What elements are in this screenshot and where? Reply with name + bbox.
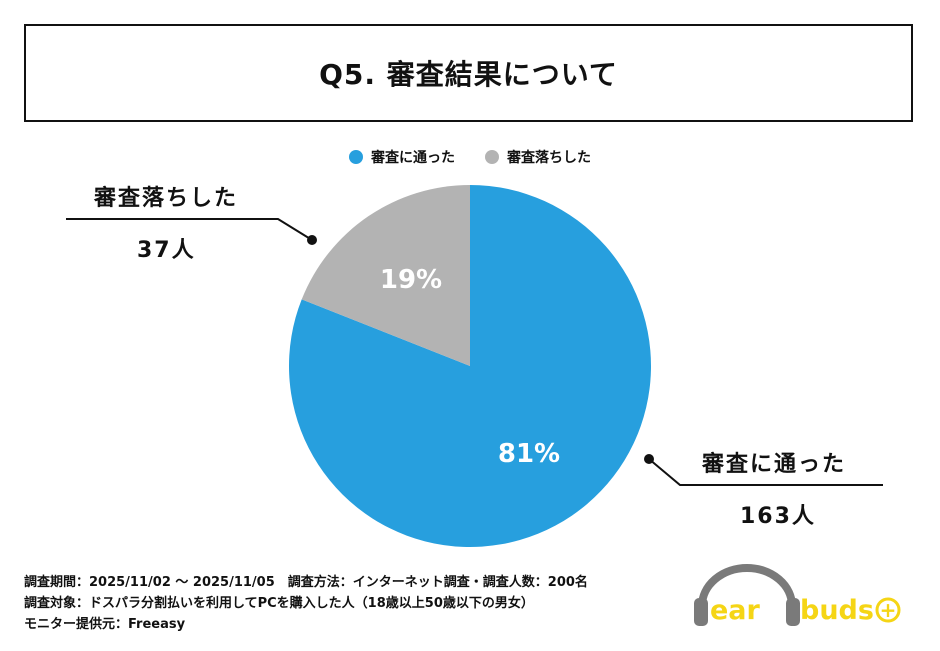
callout-label-failed: 審査落ちした [94,186,239,211]
legend-dot-failed [485,150,499,164]
callout-count-failed: 37人 [137,238,196,263]
callout-count-passed: 163人 [740,504,816,529]
callout-dot-failed [307,235,317,245]
title-box: Q5. 審査結果について [24,24,913,122]
logo-text-left: ear [710,595,761,626]
legend-label-failed: 審査落ちした [507,150,591,166]
logo-plus: + [880,598,897,622]
legend-dot-passed [349,150,363,164]
pie-slice-failed [301,185,470,366]
logo-text-right: buds [800,595,874,626]
pie-label-failed: 19% [380,265,442,295]
pie-label-passed: 81% [498,439,560,469]
callout-dot-passed [644,454,654,464]
chart-title: Q5. 審査結果について [319,58,618,91]
legend: 審査に通った 審査落ちした [0,147,940,167]
legend-item-passed: 審査に通った [349,147,455,167]
callout-line-failed [66,218,313,241]
earbuds-logo: ear buds + [694,564,901,626]
footer-line-2: 調査対象：ドスパラ分割払いを利用してPCを購入した人（18歳以上50歳以下の男女… [24,596,534,611]
footer-line-1: 調査期間：2025/11/02 ～ 2025/11/05 調査方法：インターネッ… [24,575,588,590]
survey-footer: 調査期間：2025/11/02 ～ 2025/11/05 調査方法：インターネッ… [24,572,588,635]
headphone-right-cup-icon [786,598,800,626]
headphone-band-icon [698,564,796,607]
footer-line-3: モニター提供元：Freeasy [24,617,186,632]
callout-label-passed: 審査に通った [702,452,847,477]
headphone-left-cup-icon [694,598,708,626]
legend-item-failed: 審査落ちした [485,147,591,167]
plus-circle-icon [875,597,901,623]
legend-label-passed: 審査に通った [371,150,455,166]
callout-line-passed [648,458,883,486]
pie-slice-passed [288,185,651,548]
